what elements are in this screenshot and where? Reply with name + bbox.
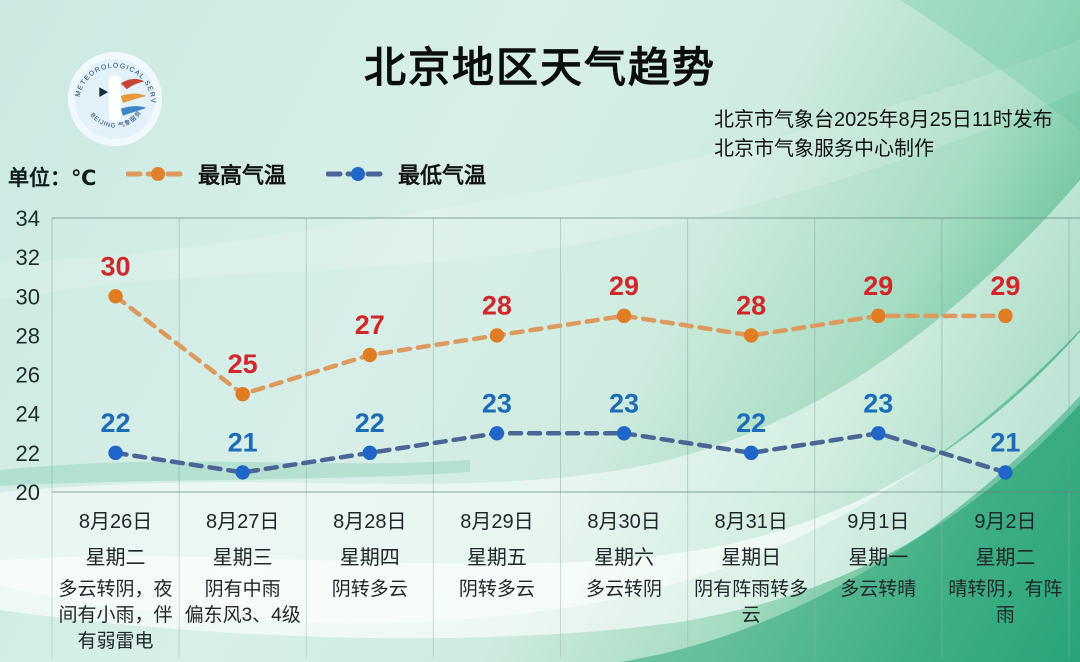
y-axis-tick-label: 24 xyxy=(16,402,40,427)
date-label: 8月29日 xyxy=(460,511,534,533)
weather-label: 多云转阴，夜间有小雨，伴有弱雷电 xyxy=(58,579,173,652)
high-temp-point xyxy=(743,328,759,343)
weather-label: 晴转阴，有阵雨 xyxy=(948,579,1063,626)
low-temp-point xyxy=(871,426,886,441)
low-temp-value-label: 22 xyxy=(355,408,385,438)
low-temp-value-label: 21 xyxy=(228,427,258,457)
low-temp-value-label: 22 xyxy=(736,408,766,438)
high-temp-point xyxy=(489,328,505,343)
logo-red-swoosh xyxy=(120,78,145,90)
weather-label: 阴转多云 xyxy=(458,579,535,600)
y-axis-tick-label: 28 xyxy=(16,323,40,348)
y-axis-tick-label: 30 xyxy=(16,284,40,309)
date-row: 8月26日 8月27日 8月28日 8月29日 8月30日 8月31日 9月1日 9月2日 xyxy=(52,505,1069,534)
issued-line2: 北京市气象服务中心制作 xyxy=(714,138,934,160)
low-temp-value-label: 23 xyxy=(609,388,639,418)
date-label: 9月1日 xyxy=(847,511,910,533)
high-temp-value-label: 29 xyxy=(609,271,639,301)
page-title: 北京地区天气趋势 xyxy=(363,44,716,91)
logo-blue-swoosh xyxy=(120,106,147,116)
high-temp-marker-icon xyxy=(126,167,190,181)
low-temp-line xyxy=(113,430,1008,475)
legend-high-label: 最高气温 xyxy=(198,163,287,188)
legend-low-label: 最低气温 xyxy=(398,163,487,188)
date-label: 8月27日 xyxy=(206,511,280,533)
issued-info: 北京市气象台2025年8月25日11时发布 北京市气象服务中心制作 xyxy=(714,106,1053,164)
high-temp-point xyxy=(871,308,886,324)
weekday-label: 星期二 xyxy=(975,547,1036,569)
low-temp-point xyxy=(998,465,1013,480)
high-temp-value-label: 25 xyxy=(228,349,258,379)
date-label: 8月28日 xyxy=(333,511,407,533)
low-temp-value-label: 22 xyxy=(101,408,131,438)
weather-label: 阴转多云 xyxy=(331,579,408,600)
meteorological-service-logo: METEOROLOGICAL SERVICE BEIJING 气象服务 xyxy=(66,50,163,147)
low-temp-point xyxy=(235,465,250,480)
y-axis-tick-label: 32 xyxy=(16,245,40,270)
date-label: 8月30日 xyxy=(587,511,661,533)
low-temp-value-label: 23 xyxy=(482,388,512,418)
weekday-label: 星期一 xyxy=(848,547,909,569)
weekday-label: 星期二 xyxy=(85,547,146,569)
high-temp-point xyxy=(362,347,378,363)
low-temp-point xyxy=(489,426,505,441)
low-temp-point xyxy=(743,445,759,461)
weather-label: 多云转阴 xyxy=(586,579,663,600)
weekday-label: 星期三 xyxy=(212,547,273,569)
low-temp-point xyxy=(362,445,378,461)
chart-legend: 最高气温 最低气温 xyxy=(126,158,486,190)
y-axis-tick-label: 22 xyxy=(16,441,40,466)
weekday-label: 星期四 xyxy=(339,547,400,569)
temperature-chart: 34 32 30 28 26 24 22 20 30 25 27 28 29 28 29 29 22 21 22 23… xyxy=(16,206,1080,658)
weekday-label: 星期日 xyxy=(721,547,782,569)
high-temp-point xyxy=(616,308,632,324)
high-temp-point xyxy=(235,386,250,402)
logo-bird-icon xyxy=(99,87,109,98)
issued-line1: 北京市气象台2025年8月25日11时发布 xyxy=(714,109,1053,131)
weekday-label: 星期六 xyxy=(594,547,655,569)
high-temp-line xyxy=(113,294,1008,397)
low-temp-point xyxy=(616,426,632,441)
high-temp-value-label: 27 xyxy=(355,310,385,340)
weekday-label: 星期五 xyxy=(466,547,527,569)
weather-label: 多云转晴 xyxy=(840,579,917,600)
legend-item-low: 最低气温 xyxy=(326,158,486,190)
weekday-row: 星期二 星期三 星期四 星期五 星期六 星期日 星期一 星期二 xyxy=(52,541,1069,570)
weather-row: 多云转阴，夜间有小雨，伴有弱雷电 阴有中雨 偏东风3、4级 阴转多云 阴转多云 多云转阴… xyxy=(52,577,1069,655)
unit-label: 单位：℃ xyxy=(8,167,97,190)
low-temp-marker-icon xyxy=(326,167,391,181)
y-axis-tick-label: 34 xyxy=(16,206,40,231)
high-temp-value-label: 30 xyxy=(101,251,131,281)
y-axis-tick-label: 26 xyxy=(16,363,40,388)
high-temp-value-label: 29 xyxy=(990,271,1020,301)
date-label: 9月2日 xyxy=(974,511,1037,533)
y-axis-tick-label: 20 xyxy=(16,480,40,505)
date-label: 8月31日 xyxy=(714,511,788,533)
high-temp-value-label: 28 xyxy=(736,290,766,320)
legend-item-high: 最高气温 xyxy=(126,158,286,190)
low-temp-point xyxy=(108,445,123,461)
date-label: 8月26日 xyxy=(78,511,153,533)
low-temp-value-label: 21 xyxy=(990,427,1020,457)
high-temp-point xyxy=(998,308,1013,324)
high-temp-value-label: 29 xyxy=(863,271,893,301)
high-temp-value-label: 28 xyxy=(482,290,512,320)
logo-pillar xyxy=(109,75,121,123)
weather-label: 阴有阵雨转多云 xyxy=(694,579,809,626)
high-temp-point xyxy=(108,289,123,304)
logo-orange-swoosh xyxy=(120,93,147,103)
weather-label: 阴有中雨 偏东风3、4级 xyxy=(184,579,301,626)
low-temp-value-label: 23 xyxy=(863,388,893,418)
